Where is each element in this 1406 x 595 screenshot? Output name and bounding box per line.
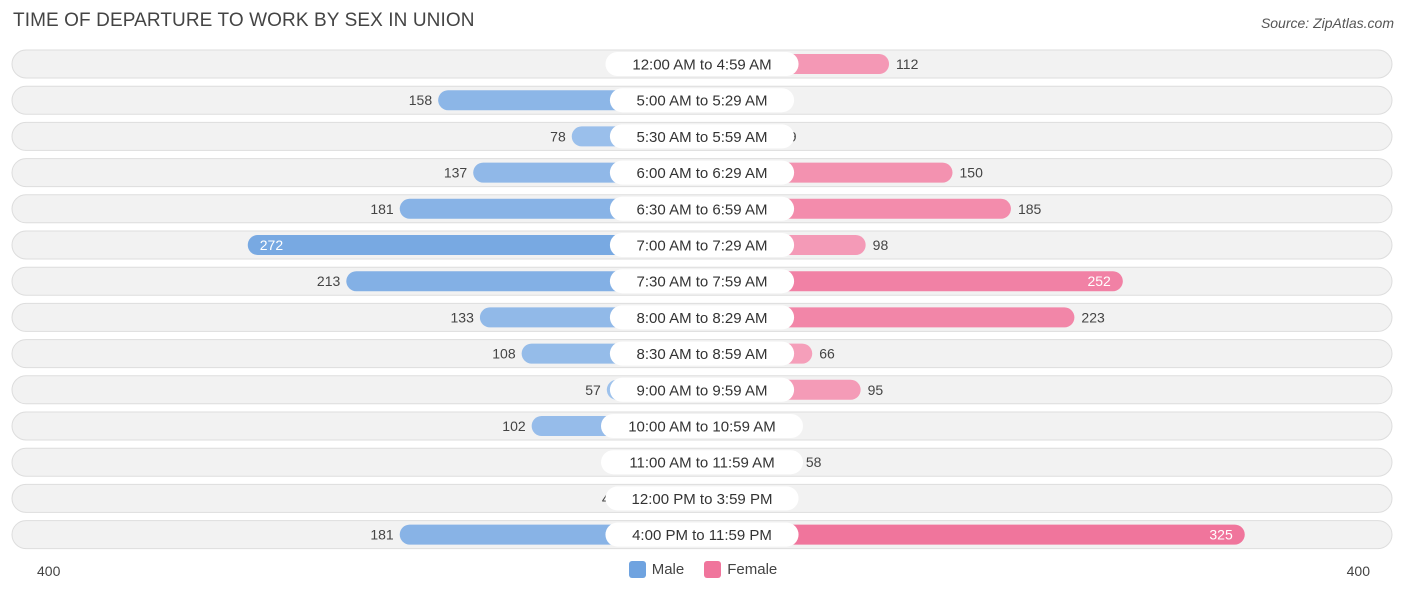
value-label-male: 181 (370, 201, 394, 217)
category-label-pill (609, 88, 795, 113)
category-label-pill (609, 233, 795, 257)
chart-title: TIME OF DEPARTURE TO WORK BY SEX IN UNIO… (13, 10, 475, 31)
value-label-female: 252 (1087, 273, 1111, 289)
category-label: 7:00 AM to 7:29 AM (637, 238, 768, 255)
value-label-female: 112 (896, 56, 919, 72)
category-label-pill (601, 414, 803, 438)
source-credit: Source: ZipAtlas.com (1260, 15, 1394, 31)
legend-swatch-male (628, 561, 646, 578)
chart-rows: 011212:00 AM to 4:59 AM15895:00 AM to 5:… (11, 49, 1393, 550)
category-label-pill (605, 52, 799, 76)
category-label: 5:30 AM to 5:59 AM (637, 129, 768, 146)
value-label-male: 78 (550, 128, 566, 144)
value-label-male: 133 (451, 309, 475, 325)
category-label-pill (601, 450, 803, 475)
category-label-pill (605, 486, 799, 511)
category-label-pill (605, 522, 799, 547)
category-label: 9:00 AM to 9:59 AM (637, 382, 768, 399)
category-label-pill (609, 341, 795, 366)
value-label-male: 108 (492, 346, 516, 362)
category-label: 7:30 AM to 7:59 AM (637, 274, 768, 291)
value-label-male: 158 (409, 92, 433, 108)
value-label-female: 66 (819, 346, 835, 362)
category-label: 12:00 PM to 3:59 PM (632, 491, 773, 508)
category-label: 12:00 AM to 4:59 AM (632, 57, 771, 74)
value-label-male: 213 (317, 273, 341, 289)
category-label-pill (609, 305, 795, 330)
value-label-male: 102 (502, 418, 526, 434)
legend-item-female[interactable]: Female (704, 561, 777, 578)
bar-male (247, 235, 702, 255)
category-label-pill (609, 377, 795, 402)
legend-label-female: Female (727, 561, 778, 578)
category-label: 6:00 AM to 6:29 AM (637, 165, 768, 182)
value-label-male: 137 (444, 165, 468, 181)
bar-female (702, 271, 1123, 292)
value-label-male: 181 (370, 527, 394, 543)
value-label-female: 325 (1209, 527, 1233, 543)
legend-swatch-female (704, 561, 722, 578)
axis-label-left: 400 (37, 563, 61, 579)
category-label: 6:30 AM to 6:59 AM (637, 201, 768, 218)
bar-female (702, 524, 1245, 545)
category-label: 8:30 AM to 8:59 AM (637, 346, 768, 363)
legend: Male Female (0, 561, 1406, 578)
category-label-pill (609, 160, 795, 185)
axis-label-right: 400 (1347, 563, 1371, 579)
value-label-female: 98 (873, 237, 889, 253)
bar-female (702, 307, 1075, 328)
value-label-female: 58 (806, 454, 822, 470)
value-label-female: 150 (960, 165, 984, 181)
category-label: 5:00 AM to 5:29 AM (637, 93, 768, 110)
category-label-pill (609, 124, 795, 149)
value-label-male: 57 (585, 382, 601, 398)
legend-item-male[interactable]: Male (628, 561, 685, 578)
value-label-female: 185 (1018, 201, 1042, 217)
value-label-male: 272 (260, 237, 284, 253)
category-label: 11:00 AM to 11:59 AM (629, 455, 774, 472)
category-label: 4:00 PM to 11:59 PM (632, 527, 772, 544)
category-label: 8:00 AM to 8:29 AM (637, 310, 768, 327)
category-label-pill (609, 269, 795, 294)
legend-label-male: Male (651, 561, 685, 578)
category-label: 10:00 AM to 10:59 AM (628, 419, 776, 436)
value-label-female: 95 (868, 382, 884, 398)
value-label-female: 223 (1081, 309, 1105, 325)
category-label-pill (609, 196, 795, 221)
